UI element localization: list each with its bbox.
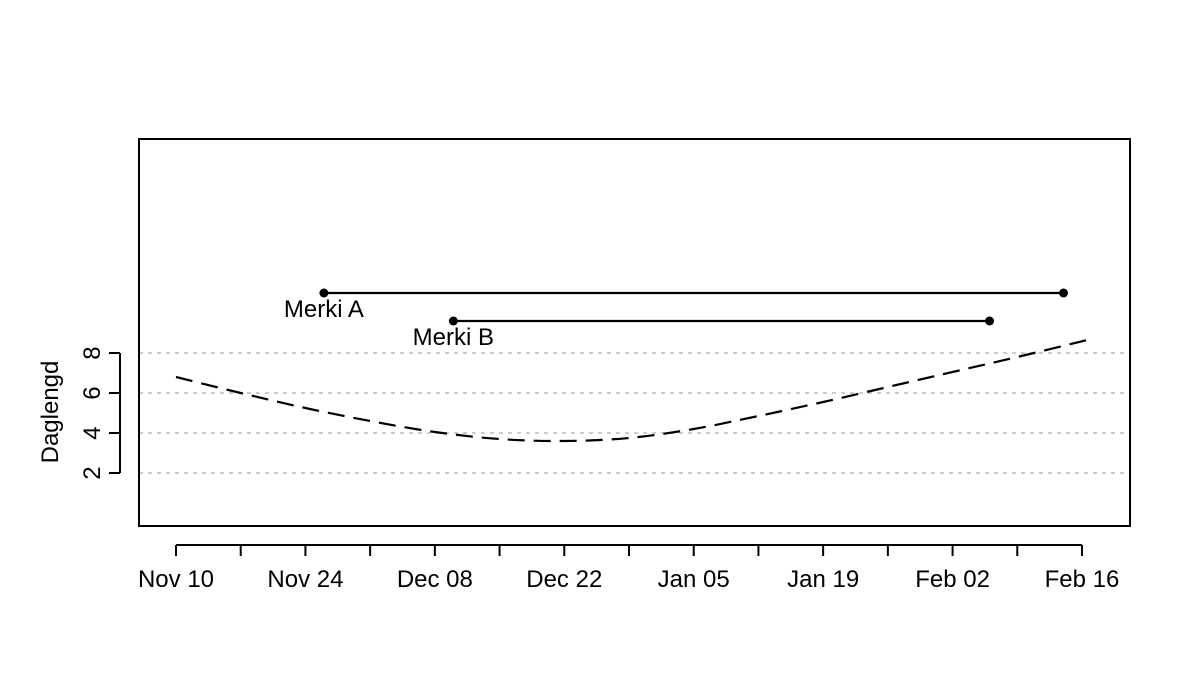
interval-label-merki-a: Merki A: [284, 296, 364, 323]
interval-label-merki-b: Merki B: [413, 324, 494, 351]
grid-layer: [139, 352, 1130, 474]
x-tick-label: Dec 22: [526, 566, 602, 593]
y-tick-label: 8: [79, 346, 106, 359]
x-tick-label: Nov 10: [138, 566, 214, 593]
x-axis: Nov 10 Nov 24 Dec 08 Dec 22 Jan 05 Jan 19 Feb …: [138, 544, 1120, 593]
series-layer: [175, 337, 1092, 443]
y-tick-label: 4: [79, 426, 106, 439]
interval-start-point-merki-b: [448, 316, 458, 326]
x-tick-label: Jan 05: [658, 566, 730, 593]
x-tick-label: Dec 08: [397, 566, 473, 593]
plot-frame: [138, 138, 1131, 527]
x-tick-label: Feb 02: [915, 566, 990, 593]
y-axis: 2 4 6 8: [79, 346, 121, 480]
y-axis-label: Daglengd: [37, 361, 64, 464]
y-tick-label: 2: [79, 466, 106, 479]
interval-layer: Merki A Merki B: [284, 288, 1069, 351]
series-line-0: [175, 337, 1092, 443]
interval-start-point-merki-a: [319, 288, 329, 298]
x-tick-label: Nov 24: [267, 566, 343, 593]
x-tick-label: Jan 19: [787, 566, 859, 593]
interval-end-point-merki-a: [1059, 288, 1069, 298]
x-tick-label: Feb 16: [1045, 566, 1120, 593]
interval-end-point-merki-b: [985, 316, 995, 326]
y-tick-label: 6: [79, 386, 106, 399]
